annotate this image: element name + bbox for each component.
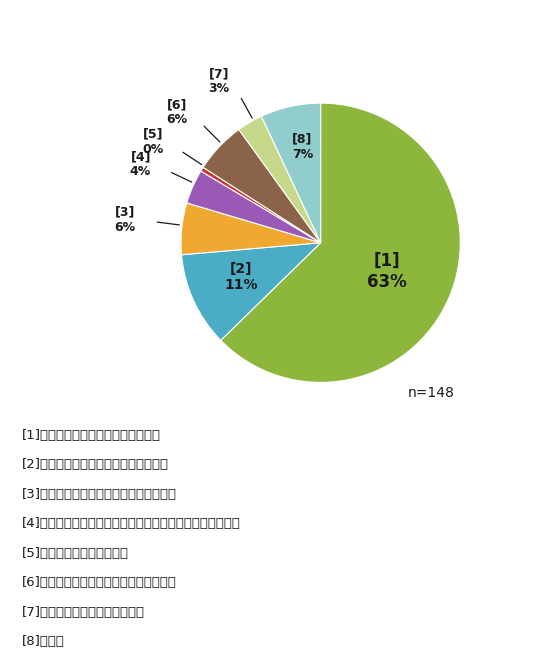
- Text: [3]
6%: [3] 6%: [114, 206, 135, 234]
- Text: [4]
4%: [4] 4%: [130, 150, 151, 178]
- Text: [6]
6%: [6] 6%: [166, 98, 188, 126]
- Text: [4]窓台、物干し、バルコニーのいずれかに崩れがみられる: [4]窓台、物干し、バルコニーのいずれかに崩れがみられる: [22, 518, 241, 531]
- Text: [5]
0%: [5] 0%: [143, 128, 164, 156]
- Wedge shape: [181, 203, 321, 255]
- Wedge shape: [201, 167, 321, 243]
- Wedge shape: [187, 171, 321, 243]
- Wedge shape: [261, 103, 321, 243]
- Text: [2]外壁の一部に破損、崩れがみられる: [2]外壁の一部に破損、崩れがみられる: [22, 458, 169, 471]
- Text: [8]その他: [8]その他: [22, 635, 65, 648]
- Text: n=148: n=148: [408, 386, 455, 400]
- Text: [8]
7%: [8] 7%: [292, 133, 313, 161]
- Text: [7]
3%: [7] 3%: [208, 67, 229, 95]
- Text: [1]
63%: [1] 63%: [367, 252, 407, 291]
- Wedge shape: [181, 243, 321, 340]
- Text: [1]使用できる状態である、問題ない: [1]使用できる状態である、問題ない: [22, 429, 161, 442]
- Wedge shape: [203, 130, 321, 243]
- Text: [3]屋根の瓦やトタン板等に剥がれがある: [3]屋根の瓦やトタン板等に剥がれがある: [22, 488, 177, 501]
- Wedge shape: [221, 103, 460, 382]
- Text: [7]把握していない、わからない: [7]把握していない、わからない: [22, 605, 145, 618]
- Wedge shape: [239, 117, 321, 243]
- Text: [5]塀が道路側に傾いている: [5]塀が道路側に傾いている: [22, 547, 129, 560]
- Text: [2]
11%: [2] 11%: [224, 262, 258, 292]
- Text: [6]庭などの草木に手入れができていない: [6]庭などの草木に手入れができていない: [22, 576, 177, 589]
